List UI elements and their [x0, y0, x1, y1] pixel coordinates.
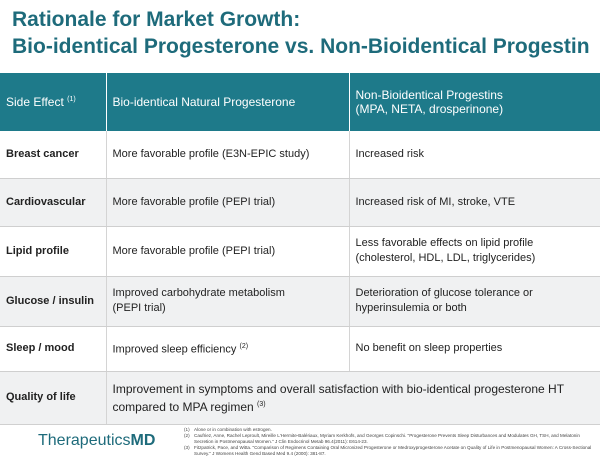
- title-line-1: Rationale for Market Growth:: [12, 8, 301, 31]
- slide-title: Rationale for Market Growth: Bio-identic…: [12, 6, 592, 60]
- table-header-row: Side Effect (1) Bio-identical Natural Pr…: [0, 73, 600, 131]
- table-row: Quality of life Improvement in symptoms …: [0, 371, 600, 425]
- table-row: Cardiovascular More favorable profile (P…: [0, 178, 600, 227]
- header-footnote-marker: (1): [67, 96, 76, 103]
- cell-non-bioidentical: Less favorable effects on lipid profile …: [349, 226, 600, 277]
- footnote-marker: (3): [257, 400, 266, 408]
- cell-bioidentical: More favorable profile (PEPI trial): [106, 178, 350, 227]
- reference-item: (3) Fitzpatrick, Pace, and Witta. "Compar…: [184, 445, 592, 456]
- cell-bioidentical: More favorable profile (E3N-EPIC study): [106, 131, 350, 179]
- title-line-2: Bio-identical Progesterone vs. Non-Bioid…: [12, 35, 590, 58]
- cell-bioidentical: Improved carbohydrate metabolism (PEPI t…: [106, 276, 350, 327]
- company-logo: TherapeuticsMD: [38, 432, 156, 449]
- comparison-table: Side Effect (1) Bio-identical Natural Pr…: [0, 73, 600, 425]
- row-label: Lipid profile: [0, 226, 107, 277]
- table-row: Sleep / mood Improved sleep efficiency (…: [0, 326, 600, 372]
- reference-item: (1) Alone or in combination with estrogen…: [184, 427, 272, 432]
- table-row: Breast cancer More favorable profile (E3…: [0, 131, 600, 179]
- row-label: Quality of life: [0, 371, 107, 425]
- header-bioidentical: Bio-identical Natural Progesterone: [106, 73, 350, 131]
- table-row: Lipid profile More favorable profile (PE…: [0, 226, 600, 277]
- footnote-marker: (2): [239, 343, 249, 351]
- row-label: Breast cancer: [0, 131, 107, 179]
- header-non-bioidentical: Non-Bioidentical Progestins (MPA, NETA, …: [349, 73, 600, 131]
- cell-bioidentical: Improved sleep efficiency (2): [106, 326, 350, 372]
- references: (1) Alone or in combination with estrogen…: [184, 427, 594, 457]
- header-side-effect: Side Effect (1): [0, 73, 107, 131]
- cell-non-bioidentical: Deterioration of glucose tolerance or hy…: [349, 276, 600, 327]
- footer: TherapeuticsMD (1) Alone or in combinatio…: [0, 424, 600, 459]
- cell-bioidentical: More favorable profile (PEPI trial): [106, 226, 350, 277]
- row-label: Sleep / mood: [0, 326, 107, 372]
- cell-non-bioidentical: Increased risk of MI, stroke, VTE: [349, 178, 600, 227]
- row-label: Glucose / insulin: [0, 276, 107, 327]
- cell-non-bioidentical: No benefit on sleep properties: [349, 326, 600, 372]
- row-label: Cardiovascular: [0, 178, 107, 227]
- table-row: Glucose / insulin Improved carbohydrate …: [0, 276, 600, 327]
- cell-quality-of-life: Improvement in symptoms and overall sati…: [106, 371, 600, 425]
- cell-non-bioidentical: Increased risk: [349, 131, 600, 179]
- reference-item: (2) Caufriez, Anne, Rachel Leproult, Mire…: [184, 433, 580, 444]
